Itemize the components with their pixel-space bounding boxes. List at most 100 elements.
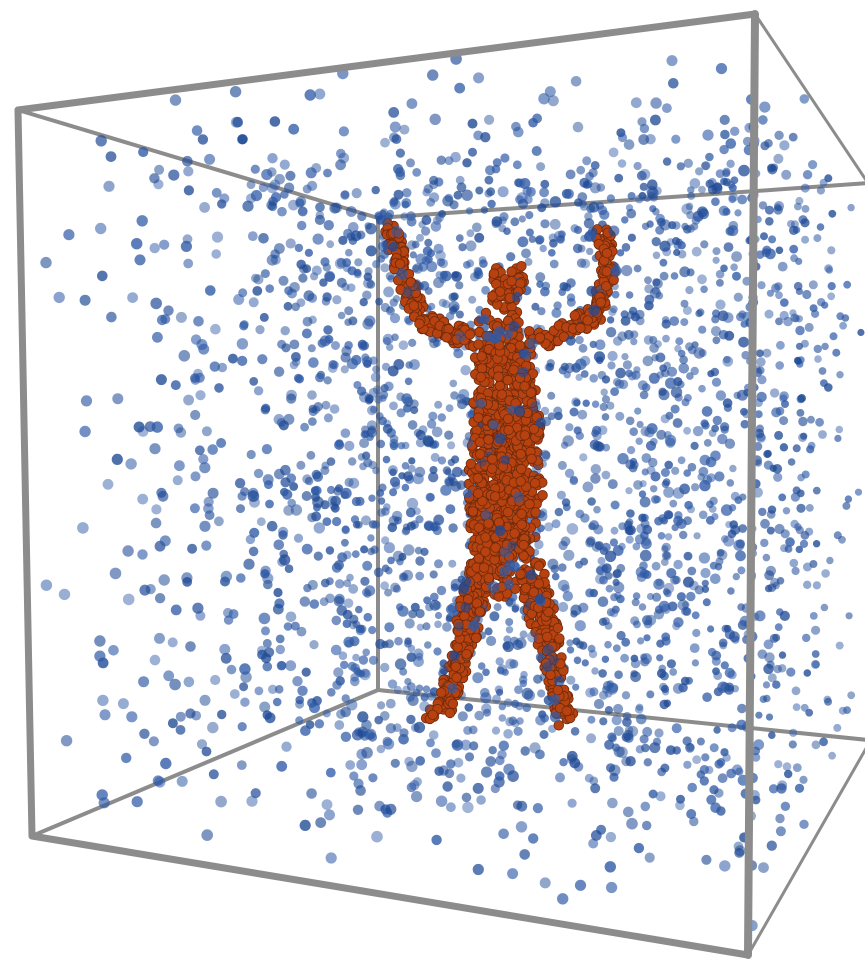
blue-point	[639, 549, 652, 562]
blue-point	[728, 183, 737, 192]
blue-point	[768, 235, 777, 244]
blue-point	[834, 434, 842, 442]
blue-point	[237, 722, 247, 732]
blue-point	[261, 626, 270, 636]
blue-point	[612, 644, 621, 653]
blue-point	[723, 535, 735, 547]
blue-point	[729, 464, 737, 473]
blue-point	[601, 563, 612, 574]
blue-point	[462, 437, 474, 448]
blue-point	[308, 357, 319, 368]
blue-point	[820, 603, 829, 612]
blue-point	[472, 222, 482, 233]
blue-point	[592, 431, 602, 441]
blue-point	[790, 313, 800, 323]
blue-point	[656, 654, 664, 662]
blue-point	[641, 222, 650, 230]
blue-point	[467, 118, 478, 129]
figure-point	[476, 363, 488, 374]
blue-point	[536, 162, 546, 172]
blue-point	[338, 651, 348, 660]
blue-point	[95, 222, 107, 235]
blue-point	[672, 418, 683, 428]
figure-point	[515, 448, 527, 460]
blue-point	[281, 741, 292, 752]
blue-point	[335, 579, 345, 589]
blue-point	[575, 373, 583, 381]
blue-point	[159, 535, 171, 547]
blue-point	[689, 643, 700, 653]
blue-point	[505, 717, 515, 727]
blue-point	[276, 760, 288, 772]
blue-point	[240, 697, 250, 707]
blue-point	[696, 737, 705, 746]
blue-point	[630, 658, 641, 669]
blue-point	[768, 784, 779, 794]
blue-point	[389, 298, 398, 307]
blue-point	[406, 216, 417, 227]
blue-point	[312, 233, 324, 245]
blue-point	[625, 535, 634, 544]
blue-point	[393, 189, 404, 200]
blue-point	[626, 817, 638, 830]
blue-point	[608, 764, 621, 777]
blue-point	[812, 581, 822, 590]
blue-point	[199, 202, 211, 213]
blue-point	[297, 206, 308, 217]
blue-point	[738, 336, 749, 348]
blue-point	[450, 151, 461, 163]
blue-point	[361, 515, 371, 526]
blue-point	[594, 339, 606, 351]
blue-point	[253, 274, 264, 285]
blue-point	[793, 356, 802, 365]
blue-point	[687, 566, 697, 576]
blue-point	[314, 214, 325, 225]
blue-point	[460, 602, 471, 613]
figure-point	[471, 632, 482, 644]
figure-point	[474, 449, 486, 460]
blue-point	[507, 868, 519, 880]
blue-point	[591, 400, 600, 408]
blue-point	[154, 164, 165, 175]
blue-point	[356, 759, 368, 771]
blue-point	[508, 560, 520, 572]
blue-point	[676, 794, 685, 804]
blue-point	[676, 592, 686, 602]
blue-point	[597, 425, 608, 436]
blue-point	[601, 395, 611, 404]
blue-point	[639, 496, 651, 508]
blue-point	[404, 639, 412, 648]
blue-point	[590, 161, 600, 170]
blue-point	[702, 598, 711, 607]
blue-point	[777, 261, 788, 272]
blue-point	[754, 610, 766, 622]
figure-point	[441, 332, 452, 343]
blue-point	[601, 470, 611, 480]
blue-point	[210, 674, 221, 686]
blue-point	[620, 316, 631, 326]
blue-point	[765, 713, 774, 721]
figure-point	[542, 631, 553, 643]
blue-point	[729, 631, 740, 643]
blue-point	[465, 207, 474, 215]
blue-point	[693, 532, 701, 540]
blue-point	[411, 240, 420, 249]
blue-point	[573, 656, 582, 665]
blue-point	[380, 137, 390, 148]
blue-point	[150, 297, 162, 310]
blue-point	[372, 260, 381, 269]
blue-point	[94, 635, 106, 647]
blue-point	[483, 708, 491, 717]
blue-point	[248, 297, 259, 308]
figure-point	[526, 453, 537, 465]
blue-point	[385, 803, 397, 815]
blue-point	[323, 168, 332, 178]
figure-point	[516, 261, 527, 272]
blue-point	[79, 425, 91, 438]
figure-point	[478, 562, 490, 573]
blue-point	[325, 546, 335, 555]
blue-point	[304, 248, 313, 257]
figure-point	[408, 300, 420, 311]
blue-point	[311, 265, 322, 276]
blue-point	[268, 684, 278, 694]
